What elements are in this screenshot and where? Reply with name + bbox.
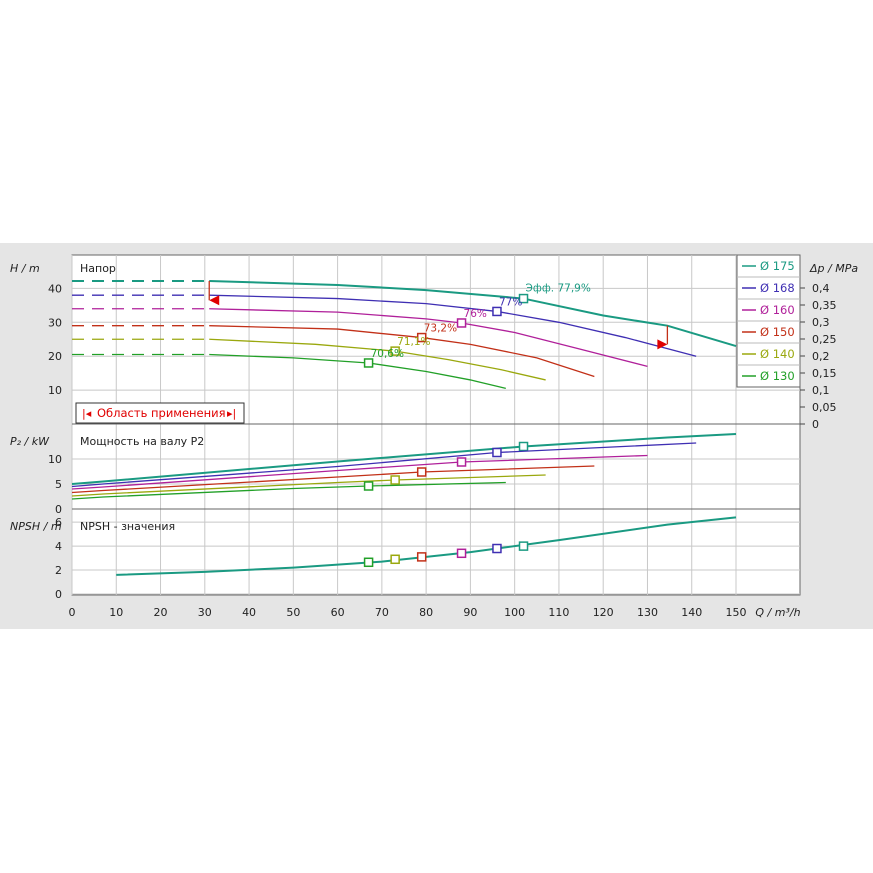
npsh-bep-marker [416,552,427,562]
efficiency-label: 71,1% [397,336,430,348]
panel-title: NPSH - значения [80,520,175,533]
efficiency-label: Эфф. 77,9% [526,283,591,295]
npsh-y-tick-label: 0 [55,588,62,601]
npsh-bep-marker [363,557,374,568]
power-series-line [71,442,697,488]
bep-marker [363,358,374,368]
power-bep-marker [456,457,467,467]
efficiency-label: 70,6% [371,348,404,360]
right-tick-label: 0 [812,418,819,431]
panel-y-axis-label: H / m [10,262,40,275]
head-series-line [209,325,595,378]
right-tick-label: 0,15 [812,367,837,380]
head-series-line [209,353,506,390]
bep-marker [416,332,427,343]
x-tick-label: 120 [593,606,614,619]
legend-entry: Ø 140 [760,347,795,361]
right-tick-label: 0,35 [812,299,837,312]
head-y-tick-label: 10 [48,384,62,397]
head-y-tick-label: 20 [48,350,62,363]
power-series-line [71,433,737,485]
power-bep-marker [416,467,427,477]
panel-title: Напор [80,262,116,275]
npsh-y-tick-label: 6 [55,516,62,529]
legend-entry: Ø 130 [760,369,795,383]
legend-entry: Ø 160 [760,303,795,317]
power-series-line [71,474,546,497]
legend-entry: Ø 168 [760,281,795,295]
bep-marker [492,306,502,317]
power-bep-marker [363,481,374,491]
application-range-box [75,402,245,424]
efficiency-label: 76% [464,308,487,320]
x-tick-label: 130 [637,606,658,619]
power-bep-marker [518,441,529,452]
efficiency-label: 73,2% [424,323,457,335]
x-tick-label: 150 [726,606,747,619]
x-tick-label: 80 [419,606,433,619]
x-tick-label: 0 [69,606,76,619]
x-tick-label: 100 [504,606,525,619]
curve-layer [71,279,737,576]
x-tick-label: 40 [242,606,256,619]
text-layer: 0 10 20 30 40 50 60 70 80 90 100 110 120 130 140 150 Q /… [10,254,858,619]
npsh-bep-marker [390,554,400,565]
npsh-bep-marker [518,541,529,551]
legend-entry: Ø 175 [760,259,795,273]
right-tick-label: 0,1 [812,384,830,397]
bep-marker [518,293,529,304]
x-tick-label: 50 [286,606,300,619]
npsh-y-tick-label: 2 [55,564,62,577]
right-tick-label: 0,05 [812,401,837,414]
bep-marker [390,346,400,356]
right-tick-label: 0,4 [812,282,830,295]
npsh-y-tick-label: 4 [55,540,62,553]
x-tick-label: 70 [375,606,389,619]
x-tick-label: 60 [331,606,345,619]
legend: Ø 175 Ø 168 Ø 160 Ø 150 Ø 140 Ø 130 [736,254,801,388]
x-tick-label: 140 [681,606,702,619]
power-y-tick-label: 5 [55,478,62,491]
bep-marker [456,318,467,328]
x-tick-label: 20 [154,606,168,619]
power-series-line [71,465,595,494]
x-axis-label: Q / m³/h [755,606,800,619]
right-tick-label: 0,3 [812,316,830,329]
application-range-right-arrow: ▸| [227,407,236,420]
npsh-bep-marker [456,548,467,559]
power-bep-marker [390,475,400,485]
x-tick-label: 110 [548,606,569,619]
head-series-line [209,338,546,381]
power-y-tick-label: 10 [48,453,62,466]
panel-title: Мощность на валу P2 [80,435,204,448]
x-tick-label: 10 [109,606,123,619]
npsh-bep-marker [492,543,502,554]
power-series-line [71,481,506,500]
efficiency-label: 77% [499,296,522,308]
plot-area [71,254,801,596]
power-bep-marker [492,447,502,458]
power-series-line [71,454,648,490]
right-tick-label: 0,25 [812,333,837,346]
range-start-arrow [209,295,220,306]
head-y-tick-label: 40 [48,282,62,295]
x-tick-label: 90 [463,606,477,619]
right-axis-label: Δp / MPa [809,262,858,275]
panel-y-axis-label: P₂ / kW [10,435,50,448]
right-tick-label: 0,2 [812,350,830,363]
power-y-tick-label: 0 [55,503,62,516]
legend-entry: Ø 150 [760,325,795,339]
panel-y-axis-label: NPSH / m [10,520,62,533]
range-end-arrow [657,339,668,350]
application-range-left-arrow: |◂ [82,407,92,420]
application-range-label: Область применения [97,406,226,420]
head-y-tick-label: 30 [48,316,62,329]
x-tick-label: 30 [198,606,212,619]
